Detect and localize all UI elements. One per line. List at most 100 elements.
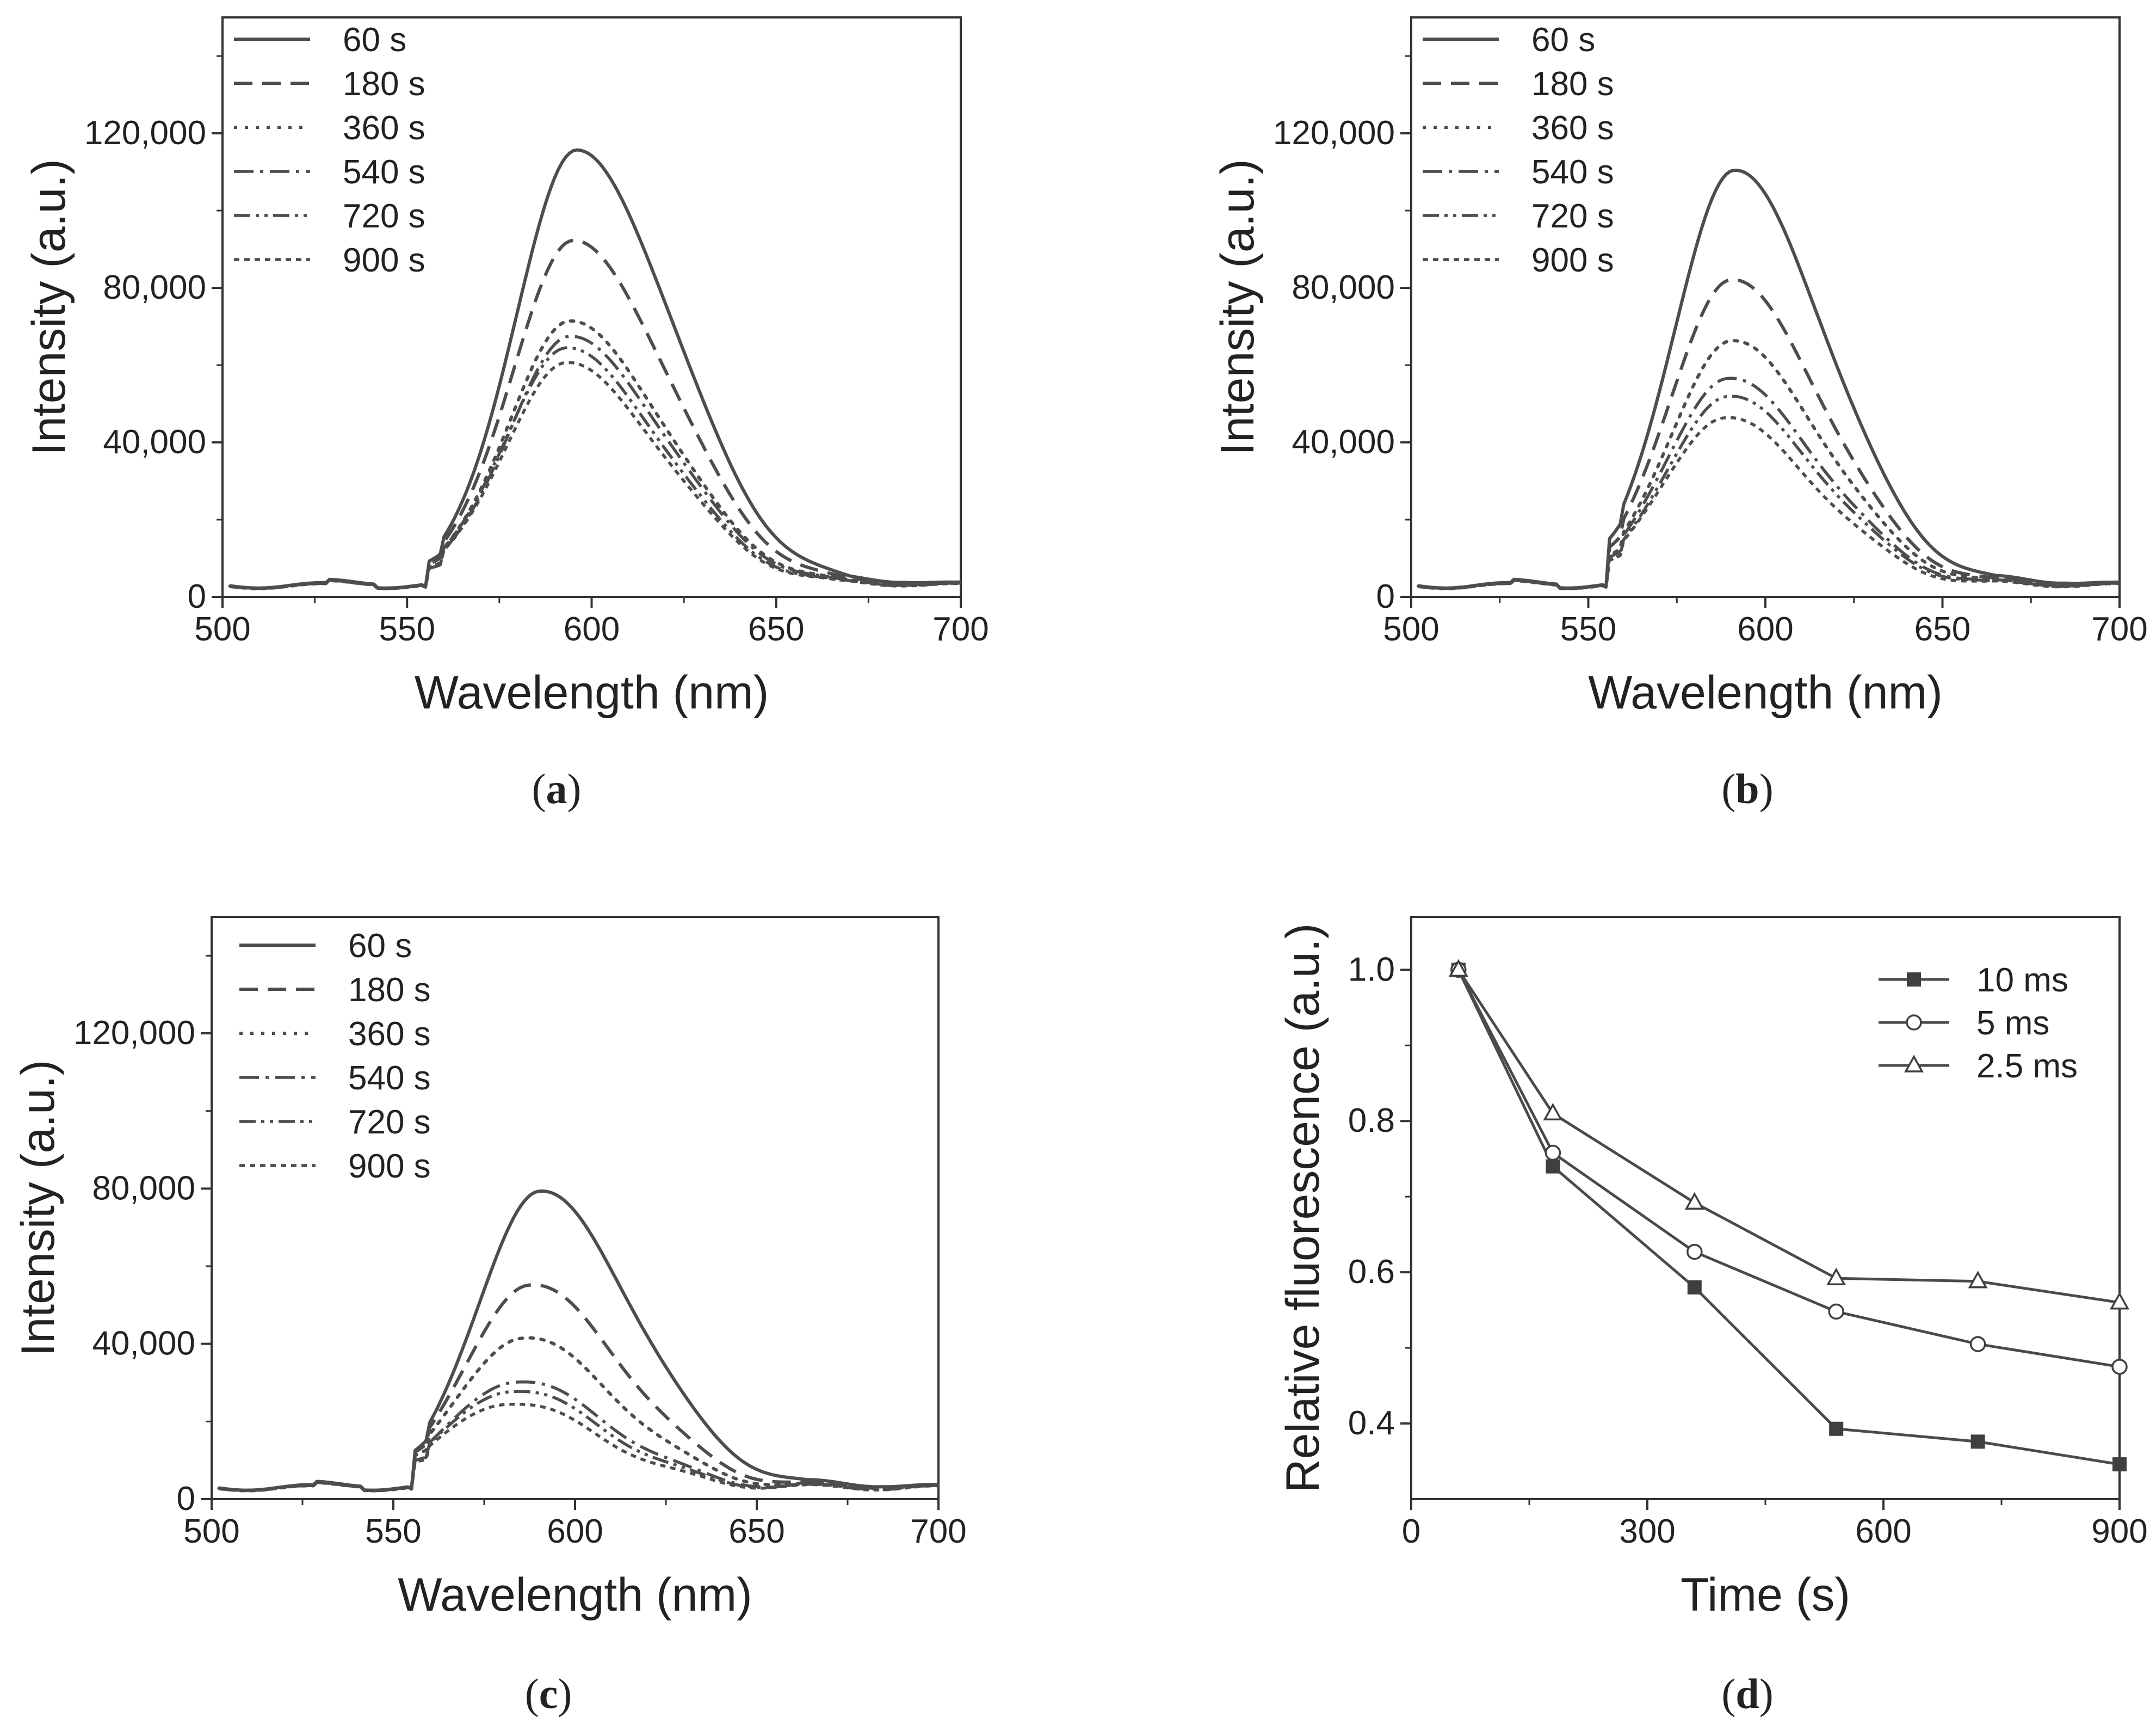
legend-label-900s: 900 s	[343, 242, 425, 279]
y-tick-label-b: 80,000	[1292, 269, 1395, 306]
legend-label-180s: 180 s	[343, 65, 425, 103]
caption-c: (c)	[524, 1670, 572, 1717]
legend-label-10ms: 10 ms	[1976, 961, 2068, 999]
series-group-a	[228, 148, 961, 590]
y-tick-label-a: 80,000	[103, 269, 206, 306]
legend-label-60s: 60 s	[1531, 21, 1595, 59]
x-tick-label-a: 650	[748, 611, 804, 648]
x-tick-label-d: 600	[1855, 1513, 1911, 1550]
y-axis-label-a: Intensity (a.u.)	[23, 159, 75, 455]
x-tick-label-d: 900	[2091, 1513, 2147, 1550]
legend-label-180s: 180 s	[348, 971, 431, 1009]
data-point-5ms	[1969, 1336, 1986, 1352]
legend-label-5ms: 5 ms	[1976, 1004, 2049, 1042]
x-tick-label-a: 550	[379, 611, 435, 648]
series-line-900s	[1418, 416, 2120, 590]
x-tick-label-b: 650	[1914, 611, 1970, 648]
y-tick-label-d: 0.6	[1348, 1253, 1395, 1291]
data-point-2.5ms	[1968, 1271, 1988, 1289]
data-point-5ms	[2111, 1359, 2128, 1375]
data-point-10ms	[1829, 1421, 1844, 1436]
x-tick-label-b: 500	[1383, 611, 1439, 648]
caption-b: (b)	[1721, 765, 1774, 812]
x-tick-label-c: 600	[547, 1513, 603, 1550]
y-tick-label-d: 0.4	[1348, 1404, 1395, 1442]
x-tick-label-b: 700	[2091, 611, 2147, 648]
data-point-10ms	[1546, 1159, 1560, 1174]
legend-label-540s: 540 s	[1531, 153, 1614, 191]
y-axis-label-b: Intensity (a.u.)	[1212, 159, 1264, 455]
caption-d: (d)	[1721, 1670, 1774, 1717]
legend-label-720s: 720 s	[348, 1104, 431, 1141]
x-tick-label-c: 550	[365, 1513, 421, 1550]
data-point-2.5ms	[2110, 1292, 2129, 1310]
x-axis-label-a: Wavelength (nm)	[415, 667, 769, 719]
x-tick-label-a: 500	[194, 611, 250, 648]
series-line-720s	[230, 346, 961, 590]
y-tick-label-b: 0	[1376, 578, 1395, 615]
series-line-720s	[219, 1390, 938, 1493]
y-tick-label-d: 0.8	[1348, 1102, 1395, 1139]
data-point-5ms	[1828, 1303, 1844, 1320]
legend-label-360s: 360 s	[343, 109, 425, 147]
data-point-10ms	[2112, 1457, 2127, 1472]
data-point-5ms	[1545, 1144, 1561, 1161]
y-tick-label-a: 40,000	[103, 423, 206, 461]
y-tick-label-b: 40,000	[1292, 423, 1395, 461]
x-tick-label-c: 700	[910, 1513, 966, 1550]
x-tick-label-c: 500	[183, 1513, 239, 1550]
x-tick-label-a: 700	[932, 611, 989, 648]
x-axis-label-d: Time (s)	[1681, 1569, 1850, 1621]
y-tick-label-c: 80,000	[92, 1169, 195, 1207]
series-line-10ms	[1457, 969, 2120, 1466]
series-line-5ms	[1457, 969, 2120, 1369]
x-tick-label-d: 300	[1619, 1513, 1675, 1550]
data-point-2.5ms	[1543, 1102, 1563, 1121]
y-tick-label-d: 1.0	[1348, 951, 1395, 988]
y-tick-label-c: 0	[177, 1480, 195, 1518]
x-tick-label-a: 600	[564, 611, 620, 648]
y-tick-label-c: 40,000	[92, 1325, 195, 1363]
x-axis-label-b: Wavelength (nm)	[1588, 667, 1943, 719]
x-tick-label-b: 600	[1737, 611, 1793, 648]
legend-label-720s: 720 s	[343, 198, 425, 235]
legend-label-60s: 60 s	[348, 927, 412, 965]
series-line-2.5ms	[1457, 969, 2120, 1304]
y-axis-label-d: Relative fluorescence (a.u.)	[1277, 923, 1329, 1493]
y-tick-label-b: 120,000	[1273, 114, 1395, 152]
legend-label-900s: 900 s	[348, 1148, 431, 1185]
x-tick-label-b: 550	[1560, 611, 1616, 648]
legend-label-540s: 540 s	[348, 1059, 431, 1097]
data-point-10ms	[1687, 1280, 1702, 1295]
legend-label-540s: 540 s	[343, 153, 425, 191]
y-tick-label-a: 120,000	[84, 114, 206, 152]
data-point-2.5ms	[1684, 1192, 1704, 1210]
legend-marker-2.5ms	[1904, 1055, 1924, 1073]
legend-label-720s: 720 s	[1531, 198, 1614, 235]
data-point-5ms	[1687, 1243, 1703, 1260]
legend-marker-10ms	[1907, 972, 1921, 987]
y-tick-label-c: 120,000	[73, 1014, 195, 1052]
legend-label-2.5ms: 2.5 ms	[1976, 1047, 2078, 1085]
legend-label-360s: 360 s	[1531, 109, 1614, 147]
caption-a: (a)	[532, 765, 582, 812]
legend-label-60s: 60 s	[343, 21, 406, 59]
x-tick-label-c: 650	[728, 1513, 784, 1550]
y-axis-label-c: Intensity (a.u.)	[12, 1060, 64, 1357]
y-tick-label-a: 0	[188, 578, 206, 615]
data-point-10ms	[1970, 1434, 1985, 1449]
legend-label-180s: 180 s	[1531, 65, 1614, 103]
legend-label-360s: 360 s	[348, 1015, 431, 1053]
series-group-c	[217, 1189, 938, 1493]
legend-label-900s: 900 s	[1531, 242, 1614, 279]
series-group-b	[1417, 168, 2120, 590]
data-point-2.5ms	[1448, 959, 1468, 977]
legend-marker-5ms	[1906, 1014, 1922, 1031]
data-point-2.5ms	[1826, 1267, 1846, 1285]
x-tick-label-d: 0	[1402, 1513, 1420, 1550]
